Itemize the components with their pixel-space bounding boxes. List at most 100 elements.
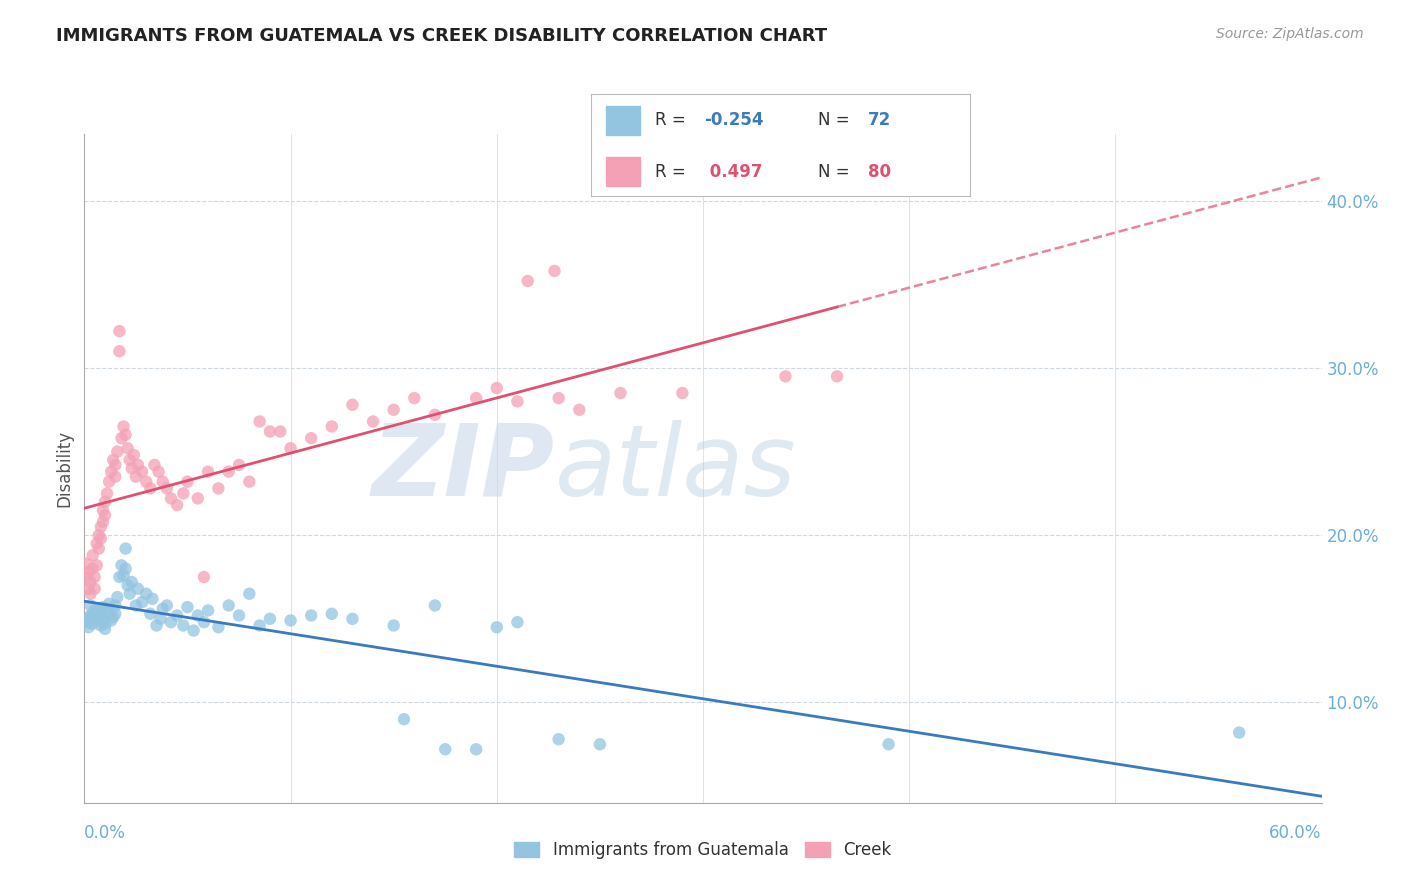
Point [506, 394, 529, 409]
Point [280, 614, 302, 628]
Point [104, 599, 127, 613]
Text: N =: N = [818, 112, 849, 129]
Point [104, 469, 127, 483]
Point [506, 615, 529, 630]
Point [465, 391, 488, 405]
Point [183, 624, 205, 638]
Point [238, 475, 260, 489]
Point [321, 419, 343, 434]
Point [280, 442, 302, 455]
Point [77, 565, 100, 579]
Point [249, 414, 271, 429]
Point [77, 582, 100, 596]
Point [543, 264, 565, 278]
Point [160, 615, 183, 630]
Point [82, 562, 104, 576]
Point [125, 599, 148, 613]
Text: R =: R = [655, 112, 686, 129]
Point [86, 536, 108, 550]
Point [671, 386, 693, 401]
Point [79, 575, 101, 590]
Point [91, 515, 114, 529]
Point [112, 419, 135, 434]
Text: Source: ZipAtlas.com: Source: ZipAtlas.com [1216, 27, 1364, 41]
Point [361, 414, 384, 429]
Point [877, 737, 900, 751]
Point [108, 570, 131, 584]
Point [145, 618, 167, 632]
Point [299, 431, 322, 445]
Point [112, 568, 135, 582]
Point [110, 431, 132, 445]
Point [117, 442, 139, 455]
Point [87, 528, 110, 542]
Point [83, 603, 105, 617]
Point [90, 532, 112, 546]
Point [82, 616, 104, 631]
Point [118, 587, 141, 601]
Point [105, 444, 128, 458]
Point [321, 607, 343, 621]
Point [77, 620, 100, 634]
Point [218, 599, 240, 613]
Point [176, 475, 198, 489]
Point [94, 508, 117, 523]
Text: 0.0%: 0.0% [84, 824, 127, 842]
Text: R =: R = [655, 162, 686, 180]
Point [197, 603, 219, 617]
Point [121, 461, 143, 475]
Point [238, 587, 260, 601]
Point [139, 607, 162, 621]
Point [86, 614, 108, 628]
Point [79, 599, 101, 613]
Point [172, 486, 194, 500]
Point [118, 453, 141, 467]
Point [104, 458, 127, 472]
Point [166, 498, 188, 512]
Point [98, 597, 121, 611]
Point [434, 742, 457, 756]
Point [152, 475, 174, 489]
Point [166, 608, 188, 623]
Bar [606, 106, 640, 135]
Point [172, 618, 194, 632]
Point [94, 622, 117, 636]
Point [103, 610, 125, 624]
Point [91, 503, 114, 517]
Point [187, 608, 209, 623]
Point [117, 578, 139, 592]
Text: 60.0%: 60.0% [1270, 824, 1322, 842]
Point [1227, 725, 1250, 739]
Point [75, 557, 97, 571]
Point [149, 612, 172, 626]
Point [259, 612, 281, 626]
Point [77, 612, 100, 626]
Point [96, 486, 118, 500]
Point [342, 612, 364, 626]
Point [404, 391, 426, 405]
Point [90, 607, 112, 621]
Point [104, 607, 127, 621]
Y-axis label: Disability: Disability [55, 430, 73, 507]
Text: -0.254: -0.254 [704, 112, 763, 129]
Point [193, 570, 215, 584]
Text: N =: N = [818, 162, 849, 180]
Point [135, 587, 157, 601]
Point [423, 599, 446, 613]
Point [86, 558, 108, 573]
Point [131, 465, 153, 479]
Point [82, 548, 104, 563]
Point [90, 520, 112, 534]
Point [75, 615, 97, 630]
Text: atlas: atlas [554, 420, 796, 516]
Point [135, 475, 157, 489]
Point [485, 620, 508, 634]
Point [103, 453, 125, 467]
Point [110, 558, 132, 573]
Point [547, 391, 569, 405]
Point [160, 491, 183, 506]
Point [131, 595, 153, 609]
Point [82, 607, 104, 621]
Point [108, 324, 131, 338]
Point [775, 369, 797, 384]
